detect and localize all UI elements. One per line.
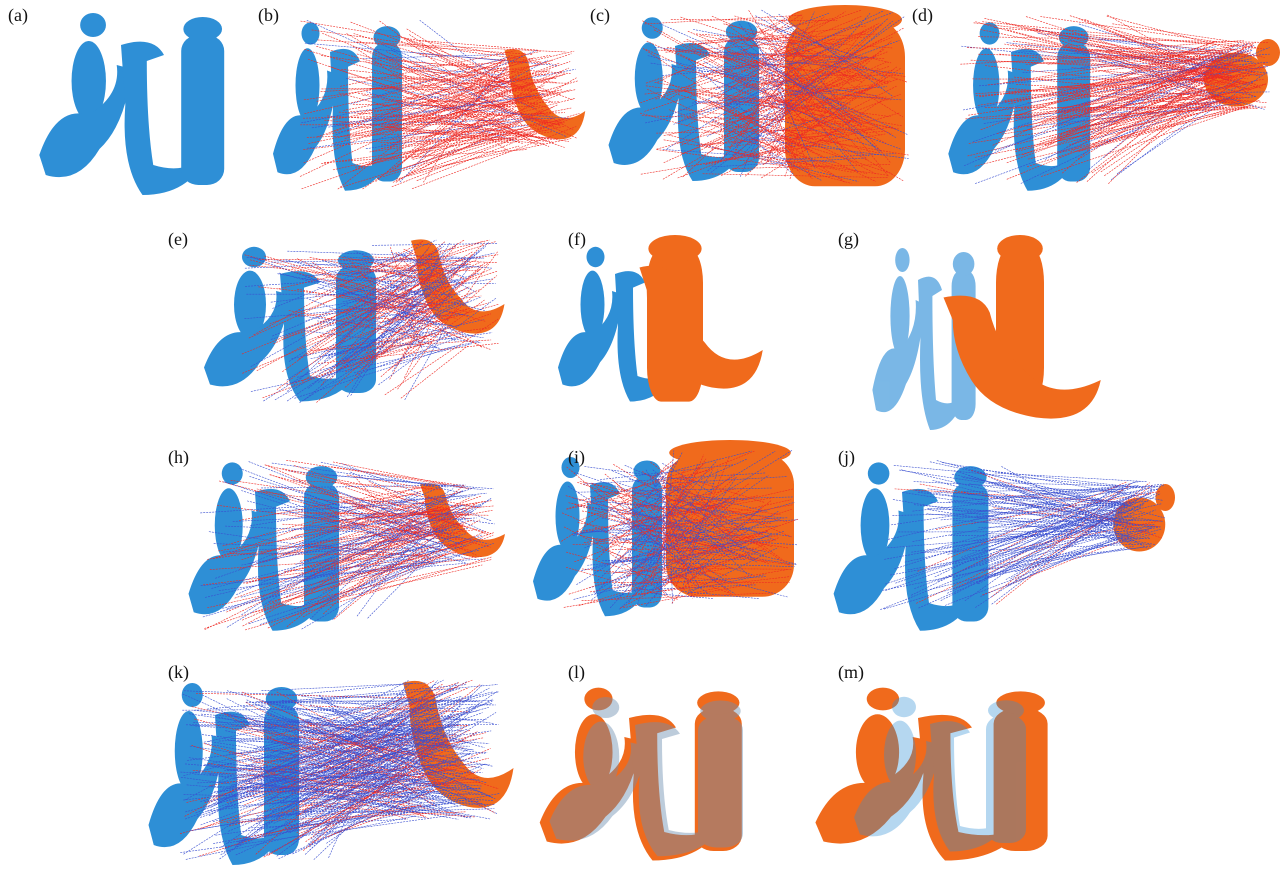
page: (a)(b)(c)(d)(e)(f)(g)(h)(i)(j)(k)(l)(m) … — [0, 0, 1286, 878]
scene — [533, 457, 662, 616]
chef — [986, 716, 1026, 844]
scene — [189, 462, 340, 630]
match-line — [273, 552, 457, 604]
match-line — [184, 691, 483, 702]
scene — [273, 22, 402, 190]
match-line — [888, 526, 1156, 548]
match-line — [983, 470, 1158, 490]
scene — [149, 683, 300, 865]
chef-hat — [306, 466, 338, 488]
panel-label: (k) — [168, 662, 189, 683]
chef-hat — [788, 5, 902, 35]
chef-hat — [648, 235, 701, 262]
chicken-head — [182, 683, 203, 707]
chef-hat — [988, 700, 1024, 720]
chicken-head — [592, 697, 619, 718]
match-line — [329, 66, 511, 126]
scene — [834, 462, 989, 630]
match-line — [333, 118, 570, 170]
figure: (a) (b) (c) (d) (e) (f) (g) (h) (i) (j) (k) (l) (m) — [0, 0, 1286, 878]
panel-label: (i) — [568, 447, 585, 468]
panel-label: (a) — [8, 5, 28, 26]
chef — [372, 43, 402, 182]
chicken-head — [892, 697, 916, 717]
panel-label: (g) — [838, 229, 859, 250]
panel-label: (l) — [568, 662, 585, 683]
chicken-head — [222, 462, 243, 484]
match-line — [317, 707, 421, 726]
chef-hat — [700, 701, 741, 722]
panel-label: (d) — [912, 5, 933, 26]
panel-label: (h) — [168, 447, 189, 468]
chicken-head — [80, 13, 106, 37]
scene — [39, 13, 224, 195]
match-line — [331, 467, 465, 486]
match-line — [898, 531, 1148, 532]
panel-label: (m) — [838, 662, 864, 683]
chef — [181, 35, 224, 185]
panel-label: (b) — [258, 5, 279, 26]
panel-label: (j) — [838, 447, 855, 468]
chef-hat — [953, 252, 975, 276]
chicken-head — [895, 248, 909, 272]
artwork — [39, 5, 1280, 865]
chef — [698, 716, 743, 847]
chicken-head — [302, 22, 320, 44]
chicken-head — [980, 22, 1000, 44]
match-line — [1078, 105, 1251, 152]
match-line — [416, 40, 539, 50]
chef-hat — [183, 17, 222, 41]
match-line — [414, 85, 531, 130]
chicken-head — [868, 462, 890, 484]
panel-label: (c) — [590, 5, 610, 26]
chicken-head — [587, 247, 605, 267]
panel-label: (e) — [168, 229, 188, 250]
match-line — [321, 132, 552, 164]
panel-label: (f) — [568, 229, 586, 250]
match-line — [1090, 107, 1267, 108]
chicken-head — [642, 17, 663, 39]
chef-hat — [997, 235, 1043, 262]
